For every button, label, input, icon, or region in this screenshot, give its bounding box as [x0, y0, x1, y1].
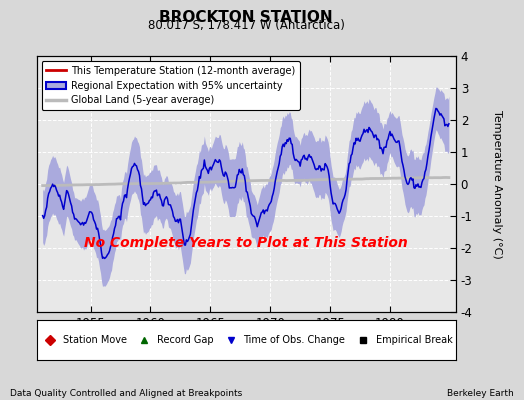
Legend: This Temperature Station (12-month average), Regional Expectation with 95% uncer: This Temperature Station (12-month avera… — [41, 61, 300, 110]
Text: Berkeley Earth: Berkeley Earth — [447, 389, 514, 398]
Text: 80.017 S, 178.417 W (Antarctica): 80.017 S, 178.417 W (Antarctica) — [148, 19, 345, 32]
Text: No Complete Years to Plot at This Station: No Complete Years to Plot at This Statio… — [84, 236, 408, 250]
Y-axis label: Temperature Anomaly (°C): Temperature Anomaly (°C) — [492, 110, 502, 258]
Legend: Station Move, Record Gap, Time of Obs. Change, Empirical Break: Station Move, Record Gap, Time of Obs. C… — [37, 332, 455, 348]
Text: BROCKTON STATION: BROCKTON STATION — [159, 10, 333, 25]
Text: Data Quality Controlled and Aligned at Breakpoints: Data Quality Controlled and Aligned at B… — [10, 389, 243, 398]
